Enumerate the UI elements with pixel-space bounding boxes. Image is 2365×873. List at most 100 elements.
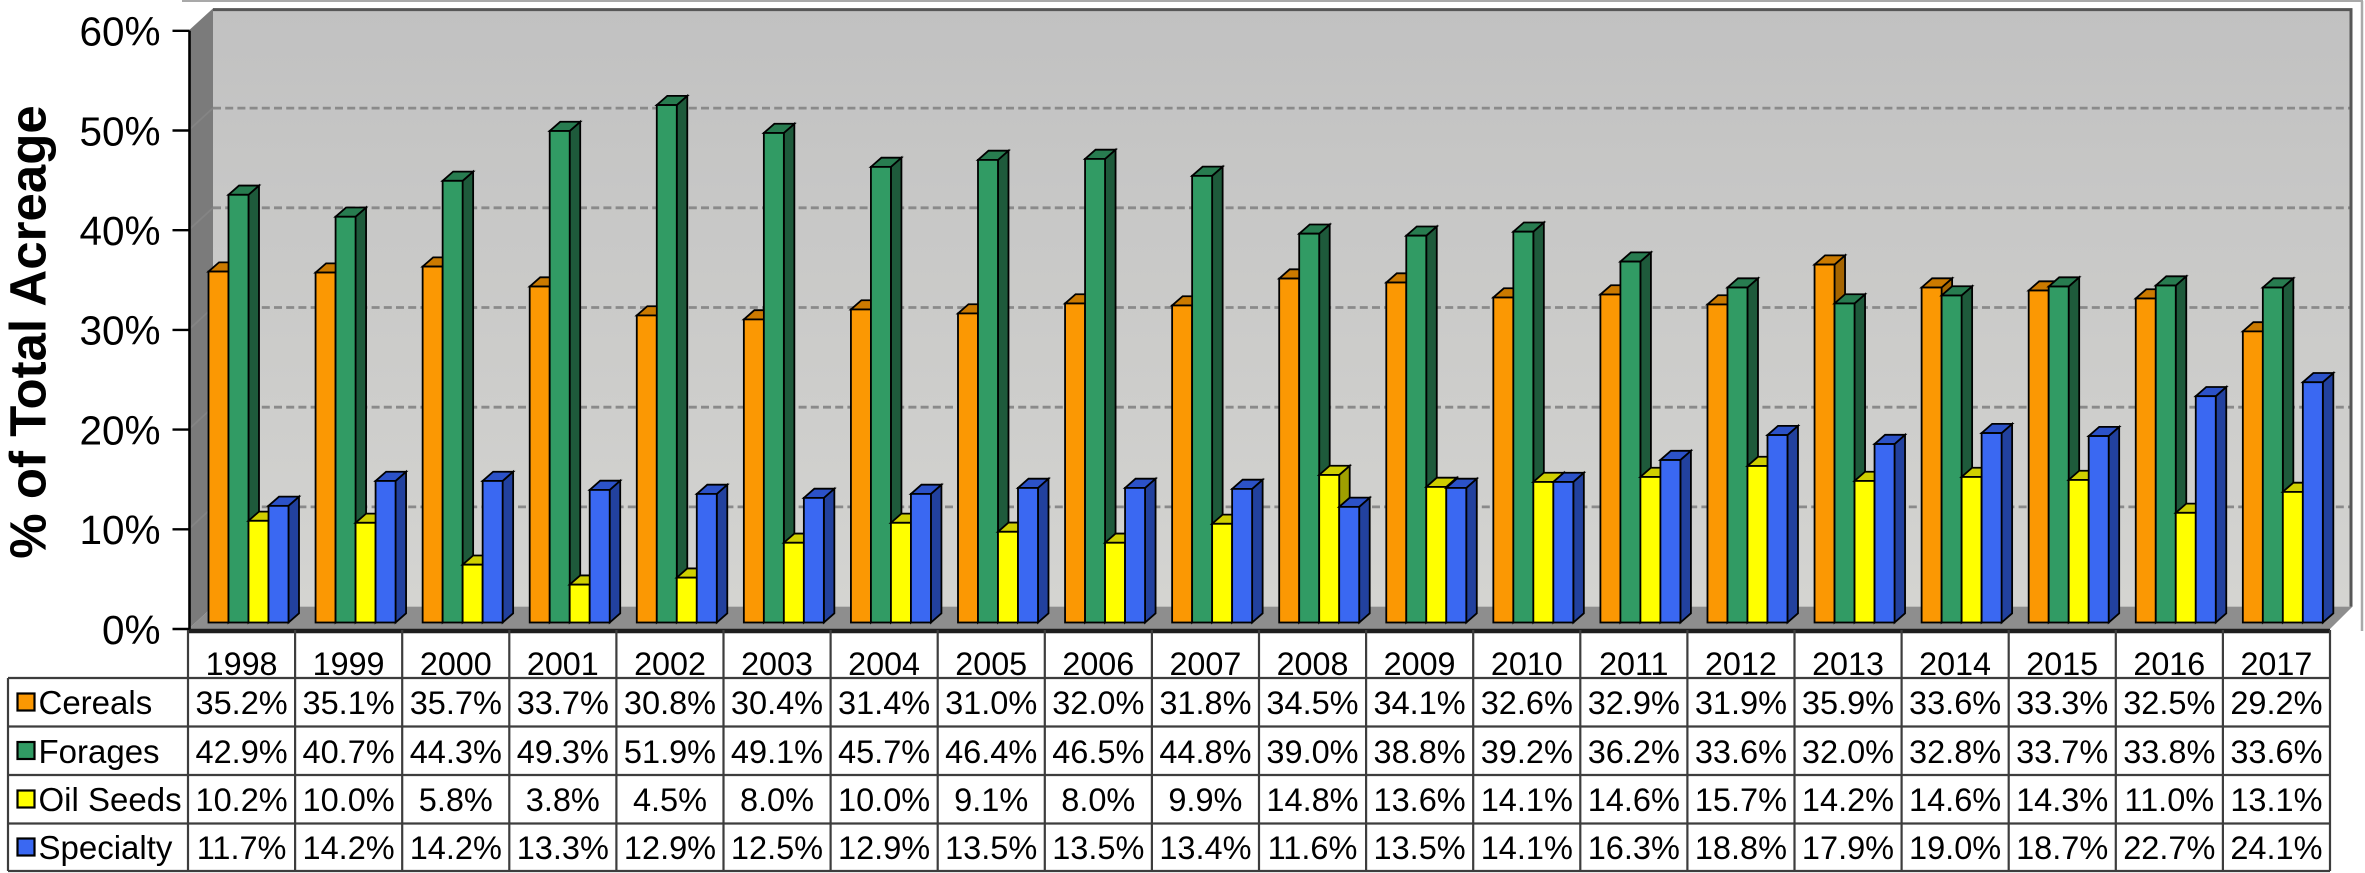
svg-text:34.1%: 34.1% xyxy=(1374,685,1466,721)
svg-text:14.1%: 14.1% xyxy=(1481,830,1573,866)
svg-text:2014: 2014 xyxy=(1919,646,1991,682)
svg-text:Cereals: Cereals xyxy=(39,684,153,721)
svg-text:13.6%: 13.6% xyxy=(1374,782,1466,818)
svg-text:22.7%: 22.7% xyxy=(2123,830,2215,866)
svg-text:30%: 30% xyxy=(79,308,160,354)
svg-text:49.1%: 49.1% xyxy=(731,734,823,770)
svg-text:2005: 2005 xyxy=(955,646,1027,682)
svg-text:31.4%: 31.4% xyxy=(838,685,930,721)
svg-text:35.9%: 35.9% xyxy=(1802,685,1894,721)
svg-text:2003: 2003 xyxy=(741,646,813,682)
svg-text:20%: 20% xyxy=(79,407,160,453)
svg-text:14.2%: 14.2% xyxy=(410,830,502,866)
svg-text:14.2%: 14.2% xyxy=(1802,782,1894,818)
svg-text:13.3%: 13.3% xyxy=(517,830,609,866)
svg-text:2013: 2013 xyxy=(1812,646,1884,682)
svg-text:18.8%: 18.8% xyxy=(1695,830,1787,866)
svg-text:2010: 2010 xyxy=(1491,646,1563,682)
svg-text:8.0%: 8.0% xyxy=(740,782,814,818)
svg-text:39.2%: 39.2% xyxy=(1481,734,1573,770)
svg-text:11.6%: 11.6% xyxy=(1268,830,1358,866)
svg-text:60%: 60% xyxy=(79,9,160,55)
svg-text:40.7%: 40.7% xyxy=(303,734,395,770)
svg-text:9.1%: 9.1% xyxy=(954,782,1028,818)
svg-text:33.6%: 33.6% xyxy=(2230,734,2322,770)
svg-text:2008: 2008 xyxy=(1277,646,1349,682)
svg-text:13.5%: 13.5% xyxy=(1374,830,1466,866)
svg-text:13.4%: 13.4% xyxy=(1159,830,1251,866)
svg-text:33.6%: 33.6% xyxy=(1909,685,2001,721)
svg-text:4.5%: 4.5% xyxy=(633,782,707,818)
svg-text:32.8%: 32.8% xyxy=(1909,734,2001,770)
svg-text:32.5%: 32.5% xyxy=(2123,685,2215,721)
svg-text:2001: 2001 xyxy=(527,646,599,682)
svg-text:46.5%: 46.5% xyxy=(1052,734,1144,770)
svg-text:10.2%: 10.2% xyxy=(196,782,288,818)
svg-text:13.1%: 13.1% xyxy=(2230,782,2322,818)
svg-text:19.0%: 19.0% xyxy=(1909,830,2001,866)
svg-text:31.8%: 31.8% xyxy=(1159,685,1251,721)
svg-text:39.0%: 39.0% xyxy=(1266,734,1358,770)
svg-text:10%: 10% xyxy=(79,507,160,553)
svg-text:13.5%: 13.5% xyxy=(945,830,1037,866)
svg-text:32.0%: 32.0% xyxy=(1802,734,1894,770)
svg-text:2009: 2009 xyxy=(1384,646,1456,682)
svg-text:45.7%: 45.7% xyxy=(838,734,930,770)
svg-text:8.0%: 8.0% xyxy=(1061,782,1135,818)
svg-text:33.8%: 33.8% xyxy=(2123,734,2215,770)
svg-text:32.6%: 32.6% xyxy=(1481,685,1573,721)
svg-text:2015: 2015 xyxy=(2026,646,2098,682)
svg-text:32.0%: 32.0% xyxy=(1052,685,1144,721)
svg-text:10.0%: 10.0% xyxy=(303,782,395,818)
svg-text:Oil Seeds: Oil Seeds xyxy=(39,781,182,818)
svg-text:30.8%: 30.8% xyxy=(624,685,716,721)
svg-text:13.5%: 13.5% xyxy=(1052,830,1144,866)
svg-text:49.3%: 49.3% xyxy=(517,734,609,770)
svg-text:33.7%: 33.7% xyxy=(2016,734,2108,770)
svg-text:2012: 2012 xyxy=(1705,646,1777,682)
svg-text:14.1%: 14.1% xyxy=(1481,782,1573,818)
svg-text:Forages: Forages xyxy=(39,733,160,770)
svg-text:44.8%: 44.8% xyxy=(1159,734,1251,770)
svg-text:46.4%: 46.4% xyxy=(945,734,1037,770)
svg-text:11.0%: 11.0% xyxy=(2124,782,2214,818)
svg-text:1998: 1998 xyxy=(206,646,278,682)
svg-text:12.5%: 12.5% xyxy=(731,830,823,866)
svg-text:16.3%: 16.3% xyxy=(1588,830,1680,866)
svg-text:2017: 2017 xyxy=(2240,646,2312,682)
svg-text:14.8%: 14.8% xyxy=(1266,782,1358,818)
svg-text:33.7%: 33.7% xyxy=(517,685,609,721)
svg-text:42.9%: 42.9% xyxy=(196,734,288,770)
svg-text:36.2%: 36.2% xyxy=(1588,734,1680,770)
svg-text:2007: 2007 xyxy=(1169,646,1241,682)
svg-text:35.7%: 35.7% xyxy=(410,685,502,721)
svg-text:2011: 2011 xyxy=(1599,646,1668,682)
svg-text:31.0%: 31.0% xyxy=(945,685,1037,721)
svg-text:% of Total Acreage: % of Total Acreage xyxy=(0,105,57,558)
svg-text:12.9%: 12.9% xyxy=(624,830,716,866)
svg-text:31.9%: 31.9% xyxy=(1695,685,1787,721)
svg-text:10.0%: 10.0% xyxy=(838,782,930,818)
svg-text:9.9%: 9.9% xyxy=(1168,782,1242,818)
svg-text:29.2%: 29.2% xyxy=(2230,685,2322,721)
svg-text:1999: 1999 xyxy=(313,646,385,682)
svg-text:15.7%: 15.7% xyxy=(1695,782,1787,818)
svg-text:24.1%: 24.1% xyxy=(2230,830,2322,866)
svg-text:2004: 2004 xyxy=(848,646,920,682)
svg-text:2006: 2006 xyxy=(1062,646,1134,682)
svg-text:2000: 2000 xyxy=(420,646,492,682)
svg-text:38.8%: 38.8% xyxy=(1374,734,1466,770)
svg-text:35.1%: 35.1% xyxy=(303,685,395,721)
svg-text:30.4%: 30.4% xyxy=(731,685,823,721)
svg-text:14.2%: 14.2% xyxy=(303,830,395,866)
svg-text:2016: 2016 xyxy=(2133,646,2205,682)
svg-text:14.6%: 14.6% xyxy=(1588,782,1680,818)
svg-text:33.3%: 33.3% xyxy=(2016,685,2108,721)
svg-text:12.9%: 12.9% xyxy=(838,830,930,866)
svg-text:44.3%: 44.3% xyxy=(410,734,502,770)
svg-text:33.6%: 33.6% xyxy=(1695,734,1787,770)
svg-text:14.6%: 14.6% xyxy=(1909,782,2001,818)
svg-text:14.3%: 14.3% xyxy=(2016,782,2108,818)
svg-text:34.5%: 34.5% xyxy=(1266,685,1358,721)
svg-text:5.8%: 5.8% xyxy=(419,782,493,818)
